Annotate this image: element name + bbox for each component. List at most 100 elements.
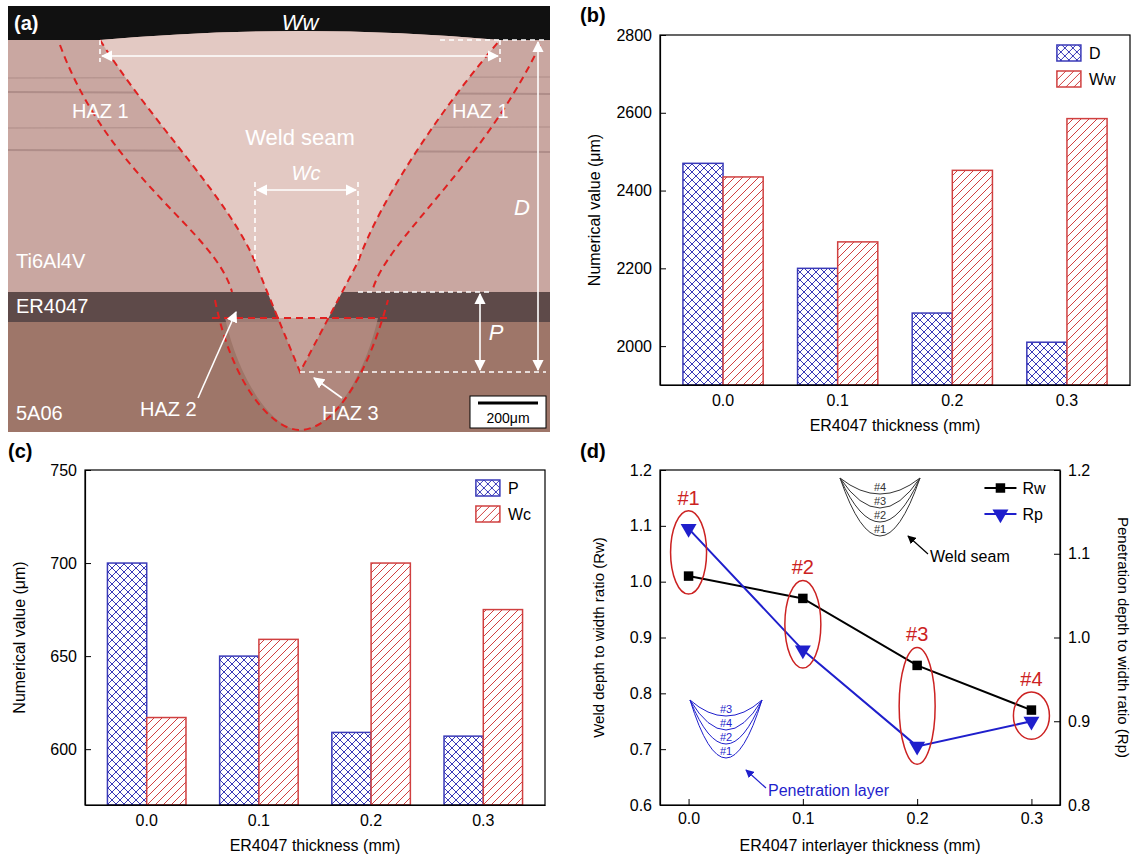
bars [107, 563, 522, 805]
marker [912, 661, 921, 670]
marker [1027, 705, 1036, 714]
series-line [689, 576, 1032, 710]
tick-label: 0.1 [827, 392, 849, 409]
tick-label: 0.8 [630, 685, 652, 702]
tick: 0.1 [792, 799, 814, 827]
tick: 2400 [616, 182, 666, 199]
haz2-boundary [212, 317, 390, 319]
d-label: D [514, 195, 530, 220]
bar [1027, 342, 1067, 385]
weld-boundary [100, 40, 500, 372]
inset-curve [690, 700, 762, 744]
y2-axis-title: Penetration depth to width ratio (Rp) [1115, 517, 1132, 758]
tick: 0.9 [630, 629, 666, 646]
bar [483, 610, 522, 805]
haz3-boundary [215, 300, 388, 430]
tick-label: 650 [50, 648, 77, 665]
inset: #4#3#2#1Weld seam [840, 478, 1010, 565]
tick: 0.3 [472, 805, 494, 829]
bar [798, 268, 838, 385]
tick-mark [1054, 805, 1060, 806]
tick: 1.1 [1054, 545, 1090, 562]
tick: 1.2 [630, 462, 666, 479]
tick-mark [85, 656, 91, 657]
tick-mark [917, 799, 918, 805]
bar-panel: 200022002400260028000.00.10.20.3ER4047 t… [580, 4, 1131, 434]
tick-label: 0.9 [630, 629, 652, 646]
d-bottom-line [300, 371, 546, 373]
inset-curve [840, 478, 920, 522]
inset-curve [840, 478, 920, 508]
tick-label: 750 [50, 462, 77, 479]
tick-label: 1.1 [630, 517, 652, 534]
haz1-label: HAZ 1 [72, 100, 129, 122]
x-axis-title: ER4047 thickness (mm) [230, 837, 401, 854]
tick: 650 [50, 648, 91, 665]
p-top-line [358, 291, 490, 293]
tick-label: 0.2 [907, 810, 929, 827]
y-axis-title: Numerical value (μm) [586, 134, 603, 286]
bar [147, 718, 186, 805]
tick-mark [85, 470, 91, 471]
tick: 2000 [616, 338, 666, 355]
photo-background [8, 6, 550, 432]
tick: 0.1 [827, 385, 849, 409]
tick-mark [85, 749, 91, 750]
tick-label: 2600 [616, 104, 652, 121]
p-dimension [479, 294, 481, 370]
legend: DWw [1057, 45, 1116, 88]
panel-label: (a) [14, 12, 38, 34]
tick-label: 0.3 [1021, 810, 1043, 827]
inset-curve [840, 478, 920, 494]
haz1-label: HAZ 1 [452, 100, 509, 122]
marker [798, 594, 807, 603]
tick: 0.2 [941, 385, 963, 409]
tick-mark [1031, 799, 1032, 805]
tick: 2600 [616, 104, 666, 121]
tick-mark [660, 693, 666, 694]
panel-label: (d) [580, 440, 606, 462]
ww-tick [99, 40, 101, 62]
bar [1067, 119, 1107, 385]
tick-mark [689, 799, 690, 805]
tick-label: 0.9 [1068, 713, 1090, 730]
tick-label: 0.2 [941, 392, 963, 409]
x-axis-line [661, 805, 1061, 806]
plot-frame [660, 470, 1060, 805]
y-axis-line [660, 36, 661, 386]
tick: 0.3 [1021, 799, 1043, 827]
inset-curve-label: #3 [720, 703, 732, 715]
x-axis-title: ER4047 thickness (mm) [810, 417, 981, 434]
tick-label: 0.0 [678, 810, 700, 827]
tick-label: 1.2 [630, 462, 652, 479]
tick: 0.0 [712, 385, 734, 409]
bar [723, 177, 763, 385]
tick: 2800 [616, 27, 666, 44]
x-axis-title: ER4047 interlayer thickness (mm) [740, 837, 981, 854]
inset-curve-label: #2 [720, 731, 732, 743]
tick: 0.8 [1054, 797, 1090, 814]
legend-swatch [1057, 45, 1081, 61]
wc-dimension [257, 189, 356, 191]
tick-mark [803, 799, 804, 805]
inset-curve-label: #4 [874, 481, 886, 493]
micrograph-panel: WwDWcPHAZ 1HAZ 1Weld seamTi6Al4VER40475A… [8, 6, 550, 432]
ww-tick [499, 40, 501, 62]
tick: 0.0 [678, 799, 700, 827]
d-dimension [537, 42, 539, 370]
tick: 750 [50, 462, 91, 479]
tick: 0.3 [1056, 385, 1078, 409]
tick-label: 0.6 [630, 797, 652, 814]
legend-marker [992, 509, 1008, 523]
inset-curve-label: #1 [720, 745, 732, 757]
tick-label: 2400 [616, 182, 652, 199]
lines [681, 524, 1040, 756]
tick-mark [660, 470, 666, 471]
tick-label: 1.1 [1068, 545, 1090, 562]
group-label: #2 [792, 556, 814, 578]
legend-label: D [1089, 45, 1101, 62]
x-axis: 0.0 0.1 0.2 0.3 [661, 385, 1131, 409]
tick-label: 0.0 [136, 812, 158, 829]
wc-tick [357, 182, 359, 262]
inset-curve-label: #4 [720, 717, 732, 729]
